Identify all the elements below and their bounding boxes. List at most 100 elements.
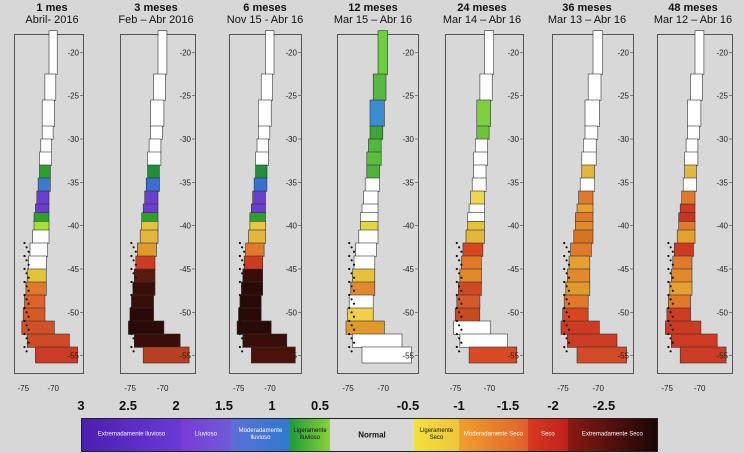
- region-zone: [252, 190, 266, 205]
- region-zone: [456, 294, 481, 309]
- coast-island: [458, 350, 461, 353]
- y-tick-label: -20: [716, 48, 728, 57]
- coast-island: [565, 272, 568, 275]
- region-zone: [249, 221, 266, 231]
- coast-island: [567, 276, 571, 279]
- region-zone: [22, 307, 46, 322]
- region-zone: [665, 320, 702, 335]
- coast-island: [348, 241, 351, 245]
- legend-label: Seco: [541, 431, 555, 438]
- region-zone: [461, 255, 482, 270]
- y-tick-label: -50: [507, 308, 519, 317]
- coast-island: [563, 280, 566, 284]
- region-zone: [21, 320, 55, 335]
- region-zone: [459, 333, 508, 348]
- y-tick-label: -50: [402, 308, 414, 317]
- x-tick-label: -75: [449, 384, 462, 393]
- region-zone: [132, 281, 156, 296]
- region-zone: [363, 190, 379, 205]
- coast-island: [458, 246, 461, 249]
- region-zone: [39, 151, 52, 166]
- legend-colorbar: Extremadamente lluvioso Lluvioso Moderadam…: [81, 418, 658, 452]
- region-zone: [685, 138, 699, 153]
- region-zone: [145, 177, 160, 192]
- y-tick-label: -30: [507, 135, 519, 144]
- y-tick-label: -30: [67, 135, 79, 144]
- coast-island: [243, 315, 246, 318]
- chile-map: -20 -25 -30 -35 -40 -45 -50 -55: [21, 30, 83, 364]
- map-frame: -20 -25 -30 -35 -40 -45 -50 -55: [337, 30, 419, 374]
- region-zone: [471, 177, 487, 192]
- region-zone: [364, 177, 380, 192]
- x-tick-label: -70: [264, 384, 276, 393]
- coast-island: [667, 319, 670, 323]
- coast-island: [132, 259, 135, 262]
- region-zone: [33, 221, 50, 231]
- coast-island: [132, 350, 135, 353]
- coast-island: [243, 289, 246, 292]
- coast-island: [667, 332, 670, 336]
- coast-island: [241, 337, 244, 340]
- coast-island: [348, 332, 351, 336]
- region-zone: [684, 151, 699, 166]
- coast-island: [130, 306, 133, 310]
- coast-island: [669, 298, 672, 301]
- coast-island: [238, 293, 241, 297]
- region-zone: [242, 268, 263, 283]
- panel-period: Abril- 2016: [25, 14, 79, 26]
- region-zone: [587, 73, 602, 101]
- coast-island: [130, 267, 133, 271]
- region-zone: [565, 281, 591, 296]
- coast-island: [348, 280, 351, 284]
- panel-period: Mar 12 – Abr 16: [653, 14, 733, 26]
- coast-island: [241, 298, 244, 301]
- coast-island: [27, 341, 30, 344]
- y-tick-label: -40: [285, 222, 297, 231]
- coast-island: [563, 293, 566, 297]
- y-tick-label: -30: [402, 135, 414, 144]
- region-zone: [563, 294, 589, 309]
- region-zone: [242, 333, 288, 348]
- coast-island: [130, 332, 133, 336]
- x-tick-label: -70: [483, 384, 496, 393]
- map-panel: 36 meses Mar 13 – Abr 16: [535, 0, 639, 400]
- chile-map: -20 -25 -30 -35 -40 -45 -50 -55: [236, 30, 301, 364]
- coast-island: [23, 254, 26, 258]
- region-zone: [366, 151, 382, 166]
- region-zone: [347, 307, 374, 322]
- coast-island: [238, 280, 241, 284]
- coast-island: [669, 272, 672, 275]
- coast-island: [669, 285, 672, 288]
- y-tick-label: -35: [617, 178, 629, 187]
- region-zone: [255, 151, 269, 166]
- coast-island: [27, 263, 30, 266]
- region-zone: [40, 138, 52, 153]
- coast-island: [134, 263, 137, 266]
- panel-title: 1 mes: [36, 2, 68, 14]
- y-tick-label: -20: [67, 48, 79, 57]
- region-zone: [474, 138, 488, 153]
- coast-island: [667, 241, 670, 245]
- coast-island: [563, 306, 566, 310]
- y-tick-label: -50: [716, 308, 728, 317]
- y-tick-label: -55: [179, 352, 191, 361]
- y-tick-label: -45: [67, 265, 79, 274]
- coast-island: [567, 250, 571, 253]
- coast-island: [25, 285, 28, 288]
- region-zone: [360, 221, 379, 231]
- scale-number: -1.5: [496, 398, 520, 413]
- scale-number: 1.5: [214, 398, 234, 413]
- region-zone: [687, 125, 700, 140]
- y-tick-label: -45: [716, 265, 728, 274]
- region-zone: [243, 255, 263, 270]
- region-zone: [672, 255, 693, 270]
- map-panel: 6 meses Nov 15 - Abr 16: [213, 0, 317, 400]
- map-frame: -20 -25 -30 -35 -40 -45 -50 -55: [120, 30, 196, 374]
- map-frame: -20 -25 -30 -35 -40 -45 -50 -55: [445, 30, 524, 374]
- region-zone: [484, 30, 494, 75]
- coast-island: [667, 345, 670, 349]
- y-tick-label: -30: [617, 135, 629, 144]
- region-zone: [676, 229, 696, 244]
- coast-island: [243, 276, 246, 279]
- region-zone: [465, 229, 485, 244]
